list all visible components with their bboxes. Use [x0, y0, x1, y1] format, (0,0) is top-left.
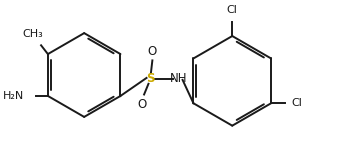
Text: H₂N: H₂N [3, 91, 24, 101]
Text: Cl: Cl [292, 98, 303, 108]
Text: O: O [138, 98, 147, 111]
Text: NH: NH [170, 72, 187, 85]
Text: Cl: Cl [227, 5, 238, 15]
Text: CH₃: CH₃ [22, 29, 43, 39]
Text: O: O [148, 45, 157, 58]
Text: S: S [146, 72, 155, 85]
